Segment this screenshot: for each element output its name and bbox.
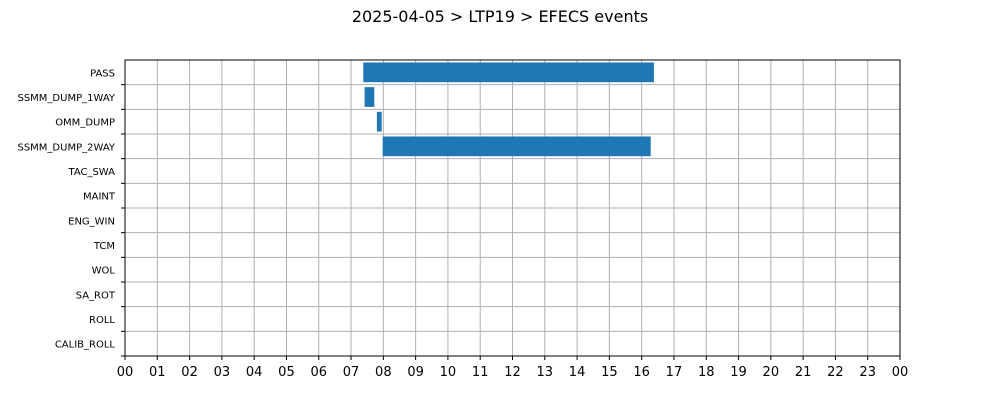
x-tick-label: 23 [859, 365, 876, 380]
x-tick-label: 20 [763, 365, 780, 380]
y-tick-label: ENG_WIN [68, 216, 115, 227]
y-tick-label: WOL [92, 266, 116, 277]
x-tick-label: 15 [601, 365, 618, 380]
y-tick-label: ROLL [89, 315, 115, 326]
y-axis-ticks: PASS SSMM_DUMP_1WAY OMM_DUMP SSMM_DUMP_2WAY… [17, 68, 125, 357]
y-tick-label: SSMM_DUMP_2WAY [17, 142, 115, 153]
bars [363, 62, 654, 157]
x-tick-label: 09 [407, 365, 424, 380]
x-tick-label: 21 [795, 365, 812, 380]
chart-title: 2025-04-05 > LTP19 > EFECS events [352, 7, 648, 26]
x-tick-label: 13 [537, 365, 554, 380]
y-tick-label: OMM_DUMP [55, 118, 115, 129]
x-tick-label: 00 [892, 365, 909, 380]
y-tick-label: CALIB_ROLL [55, 340, 116, 351]
x-tick-label: 19 [730, 365, 747, 380]
y-tick-label: MAINT [83, 192, 116, 203]
x-tick-label: 14 [569, 365, 586, 380]
grid-lines [124, 60, 901, 356]
x-tick-label: 03 [214, 365, 231, 380]
x-tick-label: 17 [666, 365, 683, 380]
x-tick-label: 12 [504, 365, 521, 380]
event-bar [382, 136, 651, 157]
event-bar [364, 87, 375, 107]
x-tick-label: 11 [472, 365, 489, 380]
x-tick-label: 08 [375, 365, 392, 380]
x-tick-label: 22 [827, 365, 844, 380]
x-tick-label: 01 [149, 365, 166, 380]
x-tick-label: 18 [698, 365, 715, 380]
x-tick-label: 10 [440, 365, 457, 380]
x-tick-label: 00 [117, 365, 134, 380]
event-bar [376, 111, 382, 132]
x-tick-label: 04 [246, 365, 263, 380]
x-tick-label: 06 [310, 365, 327, 380]
y-tick-label: TAC_SWA [67, 167, 115, 178]
x-tick-label: 07 [343, 365, 360, 380]
y-tick-label: TCM [93, 241, 115, 252]
event-bar [363, 62, 654, 83]
y-tick-label: SA_ROT [76, 290, 116, 301]
y-tick-label: PASS [90, 68, 115, 79]
x-tick-label: 02 [181, 365, 198, 380]
y-tick-label: SSMM_DUMP_1WAY [17, 93, 115, 104]
x-tick-label: 16 [633, 365, 650, 380]
x-axis-ticks: 00 01 02 03 04 05 06 07 08 09 10 11 12 13 14 15 16 17 18 19… [117, 356, 909, 380]
x-tick-label: 05 [278, 365, 295, 380]
